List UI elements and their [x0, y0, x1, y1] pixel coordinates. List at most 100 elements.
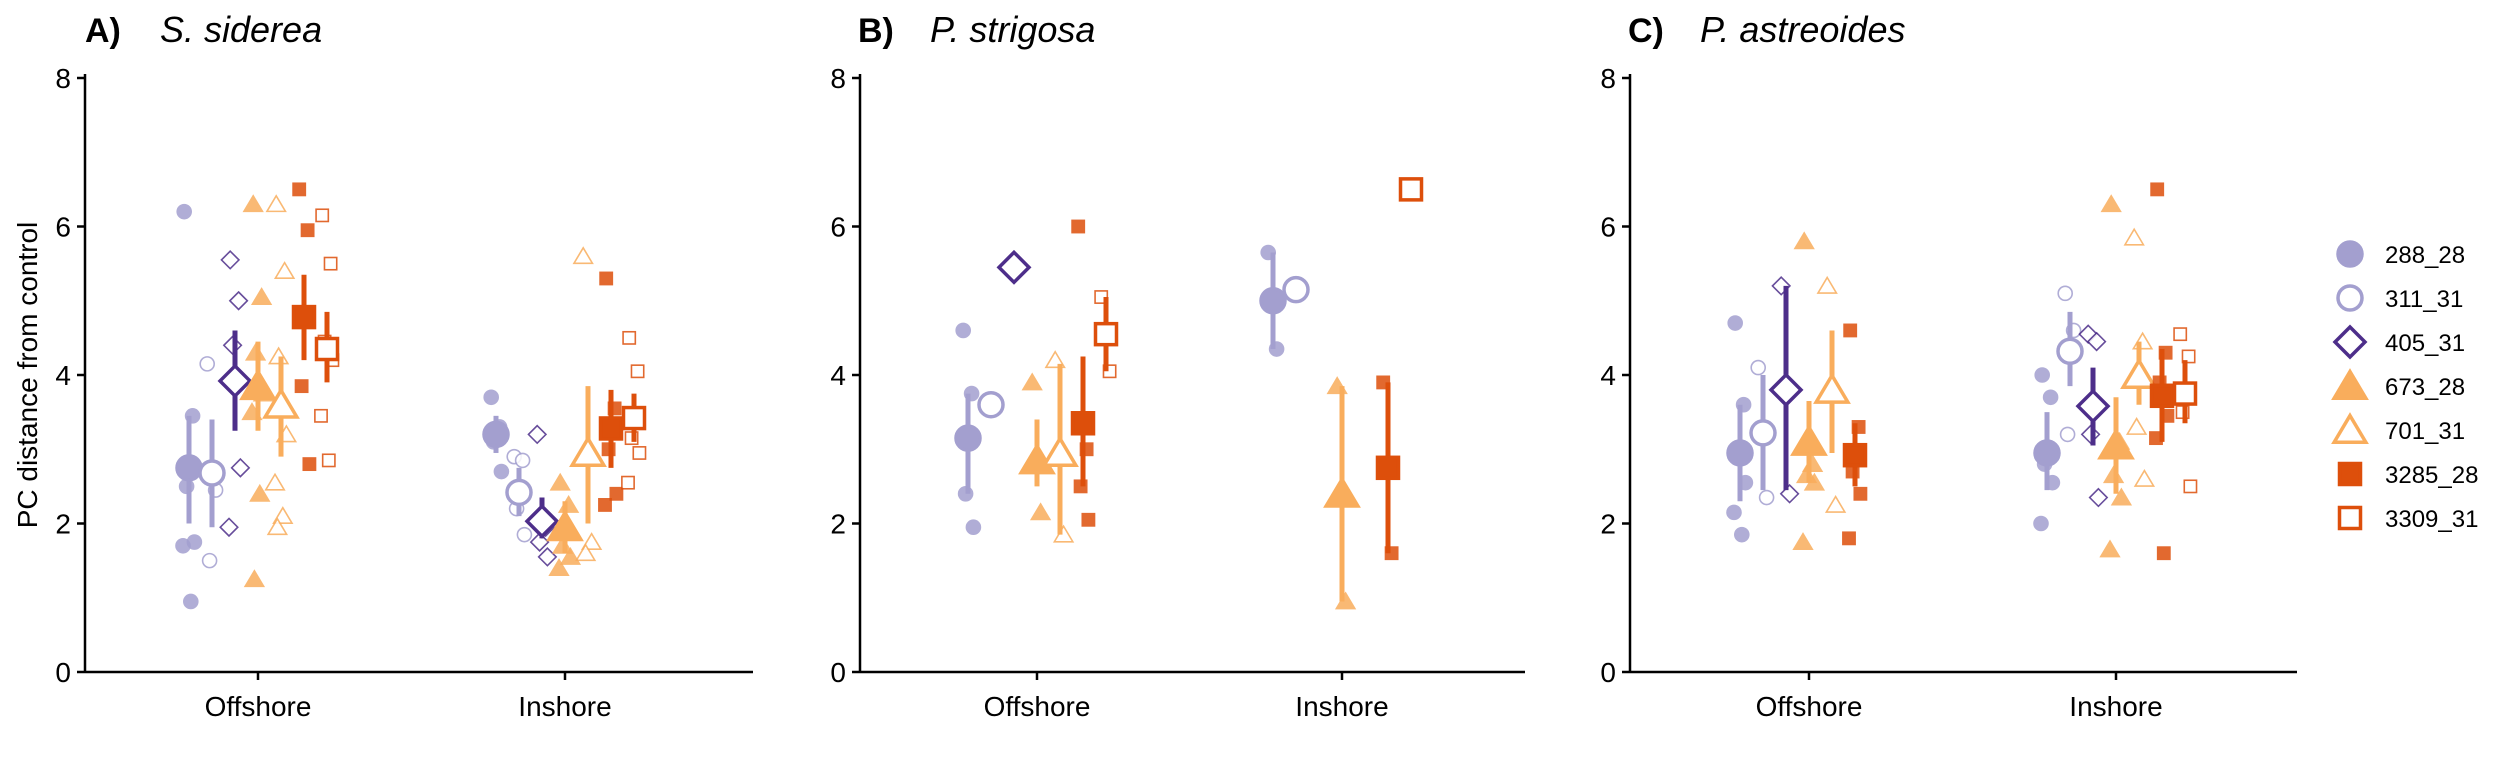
data-point [2100, 194, 2122, 213]
mean-point [2033, 439, 2061, 467]
data-point [632, 446, 647, 460]
legend: 288_28 311_31 405_31 673_28 701_31 3285_28 330… [2331, 240, 2478, 533]
data-point [537, 547, 558, 567]
mean-point [1749, 419, 1777, 447]
data-point [572, 246, 594, 265]
panel-letter: B) [858, 12, 894, 50]
group-405_31 [996, 249, 1032, 285]
y-tick-label: 0 [830, 657, 846, 688]
data-point [1750, 359, 1766, 376]
data-point [1044, 350, 1066, 369]
mean-point [1375, 455, 1401, 481]
y-tick-label: 6 [1600, 212, 1616, 243]
mean-point [2120, 357, 2158, 389]
data-point [314, 408, 328, 423]
panel-letter: A) [85, 12, 121, 50]
mean-point [314, 336, 340, 362]
group-673_28 [2097, 194, 2135, 558]
group-3285_28 [598, 271, 624, 512]
group-311_31 [505, 448, 533, 543]
y-tick-label: 2 [55, 509, 71, 540]
group-288_28 [2033, 367, 2061, 532]
mean-point [1041, 435, 1079, 467]
group-3285_28 [1375, 375, 1401, 561]
data-point [201, 552, 218, 569]
group-673_28 [1790, 231, 1828, 551]
y-tick-label: 8 [1600, 63, 1616, 94]
y-tick-label: 2 [830, 509, 846, 540]
y-tick-label: 8 [830, 63, 846, 94]
mean-point [1768, 372, 1804, 408]
data-point [1726, 504, 1742, 521]
x-tick-label: Offshore [205, 691, 312, 722]
legend-marker [2337, 461, 2363, 487]
x-tick-label: Inshore [2069, 691, 2162, 722]
group-311_31 [1749, 359, 1777, 506]
group-3285_28 [291, 182, 317, 472]
data-point [1029, 502, 1052, 521]
group-701_31 [2120, 227, 2158, 487]
mean-point [1842, 442, 1868, 468]
group-3285_28 [1842, 323, 1868, 546]
mean-point [1323, 475, 1361, 508]
group-405_31 [1768, 276, 1804, 504]
data-point [2181, 349, 2196, 364]
data-point [249, 483, 271, 502]
mean-point [954, 424, 982, 452]
y-tick-label: 0 [55, 657, 71, 688]
data-point [264, 472, 286, 491]
mean-point [2097, 427, 2135, 460]
group-405_31 [524, 424, 560, 567]
group-3285_28 [1070, 219, 1096, 527]
data-point [516, 526, 533, 543]
y-tick-label: 4 [830, 360, 846, 391]
legend-marker [2332, 324, 2368, 360]
legend-item: 311_31 [2336, 284, 2463, 313]
data-point [574, 543, 597, 562]
data-point [273, 261, 296, 279]
legend-label: 701_31 [2385, 418, 2465, 445]
group-673_28 [546, 472, 584, 576]
group-701_31 [262, 194, 300, 536]
data-point [176, 203, 192, 220]
legend-label: 288_28 [2385, 242, 2465, 269]
group-311_31 [1282, 275, 1310, 304]
data-point [323, 256, 338, 271]
group-701_31 [569, 246, 607, 562]
panel-title: P. strigosa [930, 9, 1095, 50]
legend-marker [2331, 412, 2369, 444]
data-point [1727, 315, 1743, 331]
data-point [1052, 524, 1075, 543]
mean-point [175, 454, 203, 482]
group-288_28 [482, 389, 510, 480]
data-point [315, 208, 330, 223]
group-3285_28 [2149, 182, 2175, 561]
mean-point [621, 405, 647, 431]
data-point [183, 593, 199, 610]
data-point [621, 475, 635, 490]
data-point [1853, 486, 1868, 501]
data-point [609, 486, 624, 501]
data-point [580, 532, 603, 551]
data-point [321, 453, 336, 468]
panel-2: B) P. strigosa 0 2 4 6 8 Offshore Inshore [830, 9, 1525, 722]
mean-point [1070, 411, 1096, 436]
legend-marker [2331, 368, 2369, 400]
data-point [2133, 468, 2156, 487]
data-point [230, 457, 251, 478]
data-point [228, 290, 249, 311]
data-point [1792, 532, 1814, 551]
data-point [294, 379, 309, 394]
data-point [622, 330, 637, 345]
group-311_31 [2056, 285, 2084, 443]
data-point [965, 519, 982, 536]
data-point [493, 463, 510, 480]
data-point [1071, 219, 1086, 234]
group-311_31 [198, 356, 226, 569]
data-point [292, 182, 307, 197]
panel-title: S. siderea [160, 9, 322, 50]
y-tick-label: 4 [1600, 360, 1616, 391]
y-tick-label: 2 [1600, 509, 1616, 540]
legend-marker [2336, 240, 2364, 268]
data-point [1824, 494, 1847, 513]
